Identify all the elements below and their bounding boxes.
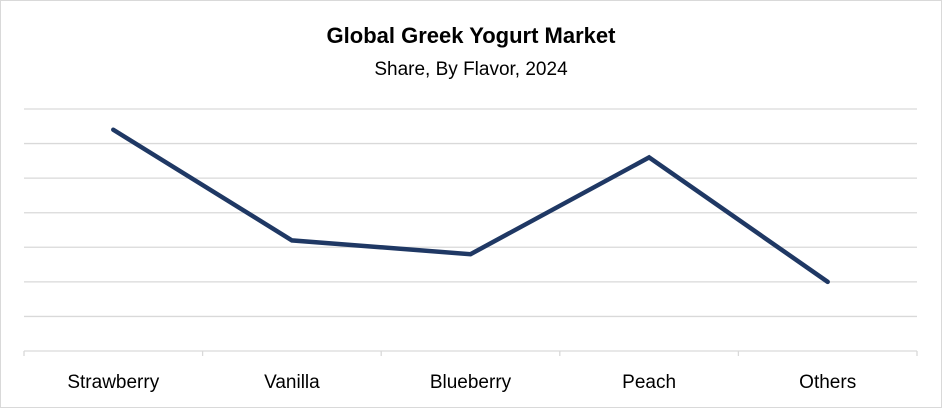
series-line (111, 127, 830, 285)
x-tick-label: Blueberry (430, 372, 512, 393)
chart-subtitle: Share, By Flavor, 2024 (374, 59, 568, 80)
x-tick-label: Strawberry (67, 372, 159, 393)
x-tick-label: Peach (622, 372, 676, 393)
x-tick-label: Vanilla (264, 372, 320, 393)
chart-title: Global Greek Yogurt Market (326, 23, 616, 48)
x-tick-label: Others (799, 372, 856, 393)
